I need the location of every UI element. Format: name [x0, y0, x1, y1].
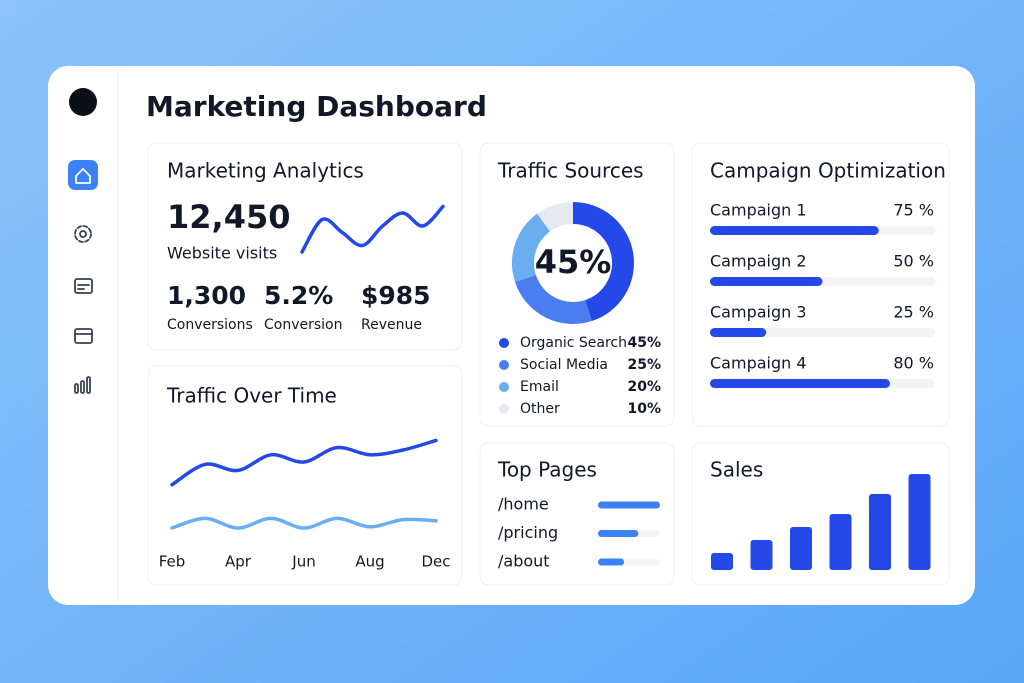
- donut-segment: [512, 213, 551, 282]
- stat-value: 5.2%: [264, 281, 333, 310]
- campaign-name: Campaign 3: [710, 303, 807, 322]
- bar: [598, 501, 660, 509]
- line-series: [170, 438, 438, 487]
- bar: [710, 328, 767, 337]
- stat-value: $985: [361, 281, 431, 310]
- x-tick-label: Dec: [421, 553, 450, 571]
- page-path: /about: [498, 552, 550, 571]
- legend-value: 45%: [627, 335, 661, 351]
- legend-dot: [499, 404, 509, 414]
- nav-analytics[interactable]: [74, 376, 91, 394]
- bar: [598, 558, 625, 566]
- legend-dot: [499, 338, 509, 348]
- x-tick-label: Feb: [159, 553, 186, 571]
- stat-value: 1,300: [167, 281, 246, 310]
- campaign-value: 80 %: [893, 354, 934, 373]
- panel-title: Marketing Analytics: [167, 159, 364, 183]
- legend-dot: [499, 360, 509, 370]
- donut-segment: [537, 202, 574, 232]
- page-title: Marketing Dashboard: [146, 90, 487, 123]
- panel-title: Campaign Optimization: [710, 159, 946, 183]
- bar: [711, 553, 733, 570]
- stat-label: Conversions: [167, 317, 253, 333]
- legend-label: Organic Search: [520, 335, 627, 351]
- donut-center-label: 45%: [535, 243, 612, 281]
- bar: [710, 226, 879, 235]
- panel-title: Top Pages: [497, 458, 597, 482]
- page-path: /pricing: [498, 523, 558, 542]
- legend-value: 10%: [627, 401, 661, 417]
- legend-dot: [499, 382, 509, 392]
- campaign-value: 25 %: [893, 303, 934, 322]
- visits-label: Website visits: [167, 244, 277, 263]
- line-series: [300, 204, 445, 254]
- campaign-name: Campaign 2: [710, 252, 807, 271]
- nav-billing[interactable]: [74, 328, 93, 344]
- campaign-name: Campaign 4: [710, 354, 807, 373]
- legend-label: Other: [520, 401, 560, 417]
- campaign-value: 75 %: [893, 201, 934, 220]
- stat-label: Conversion: [264, 317, 343, 333]
- campaign-value: 50 %: [893, 252, 934, 271]
- visits-value: 12,450: [167, 198, 290, 236]
- x-tick-label: Apr: [225, 553, 252, 571]
- line-series: [170, 516, 438, 530]
- bar: [908, 474, 931, 570]
- donut-segment: [514, 274, 592, 324]
- nav-reports[interactable]: [74, 278, 93, 294]
- traffic-time-panel: [147, 365, 463, 586]
- bar: [829, 514, 852, 570]
- bar: [598, 530, 639, 537]
- bar: [710, 379, 890, 388]
- panel-title: Sales: [710, 458, 763, 482]
- top-pages-panel: [479, 442, 675, 586]
- legend-value: 20%: [627, 379, 661, 395]
- bar: [750, 540, 773, 570]
- bar: [869, 494, 891, 570]
- panel-title: Traffic Sources: [497, 159, 644, 183]
- stat-label: Revenue: [361, 317, 422, 333]
- legend-label: Email: [520, 379, 559, 395]
- nav-home[interactable]: [68, 160, 98, 190]
- nav-settings[interactable]: [74, 225, 92, 243]
- campaign-name: Campaign 1: [710, 201, 807, 220]
- legend-label: Social Media: [520, 357, 608, 373]
- traffic-sources-panel: [479, 142, 675, 427]
- bar: [790, 527, 812, 570]
- donut-segment: [572, 202, 634, 322]
- legend-value: 25%: [627, 357, 661, 373]
- panel-title: Traffic Over Time: [166, 384, 337, 408]
- page-path: /home: [498, 495, 549, 514]
- x-tick-label: Jun: [291, 553, 315, 571]
- x-tick-label: Aug: [355, 553, 384, 571]
- logo: [69, 88, 97, 116]
- bar-track: [710, 328, 935, 337]
- bar: [710, 277, 823, 286]
